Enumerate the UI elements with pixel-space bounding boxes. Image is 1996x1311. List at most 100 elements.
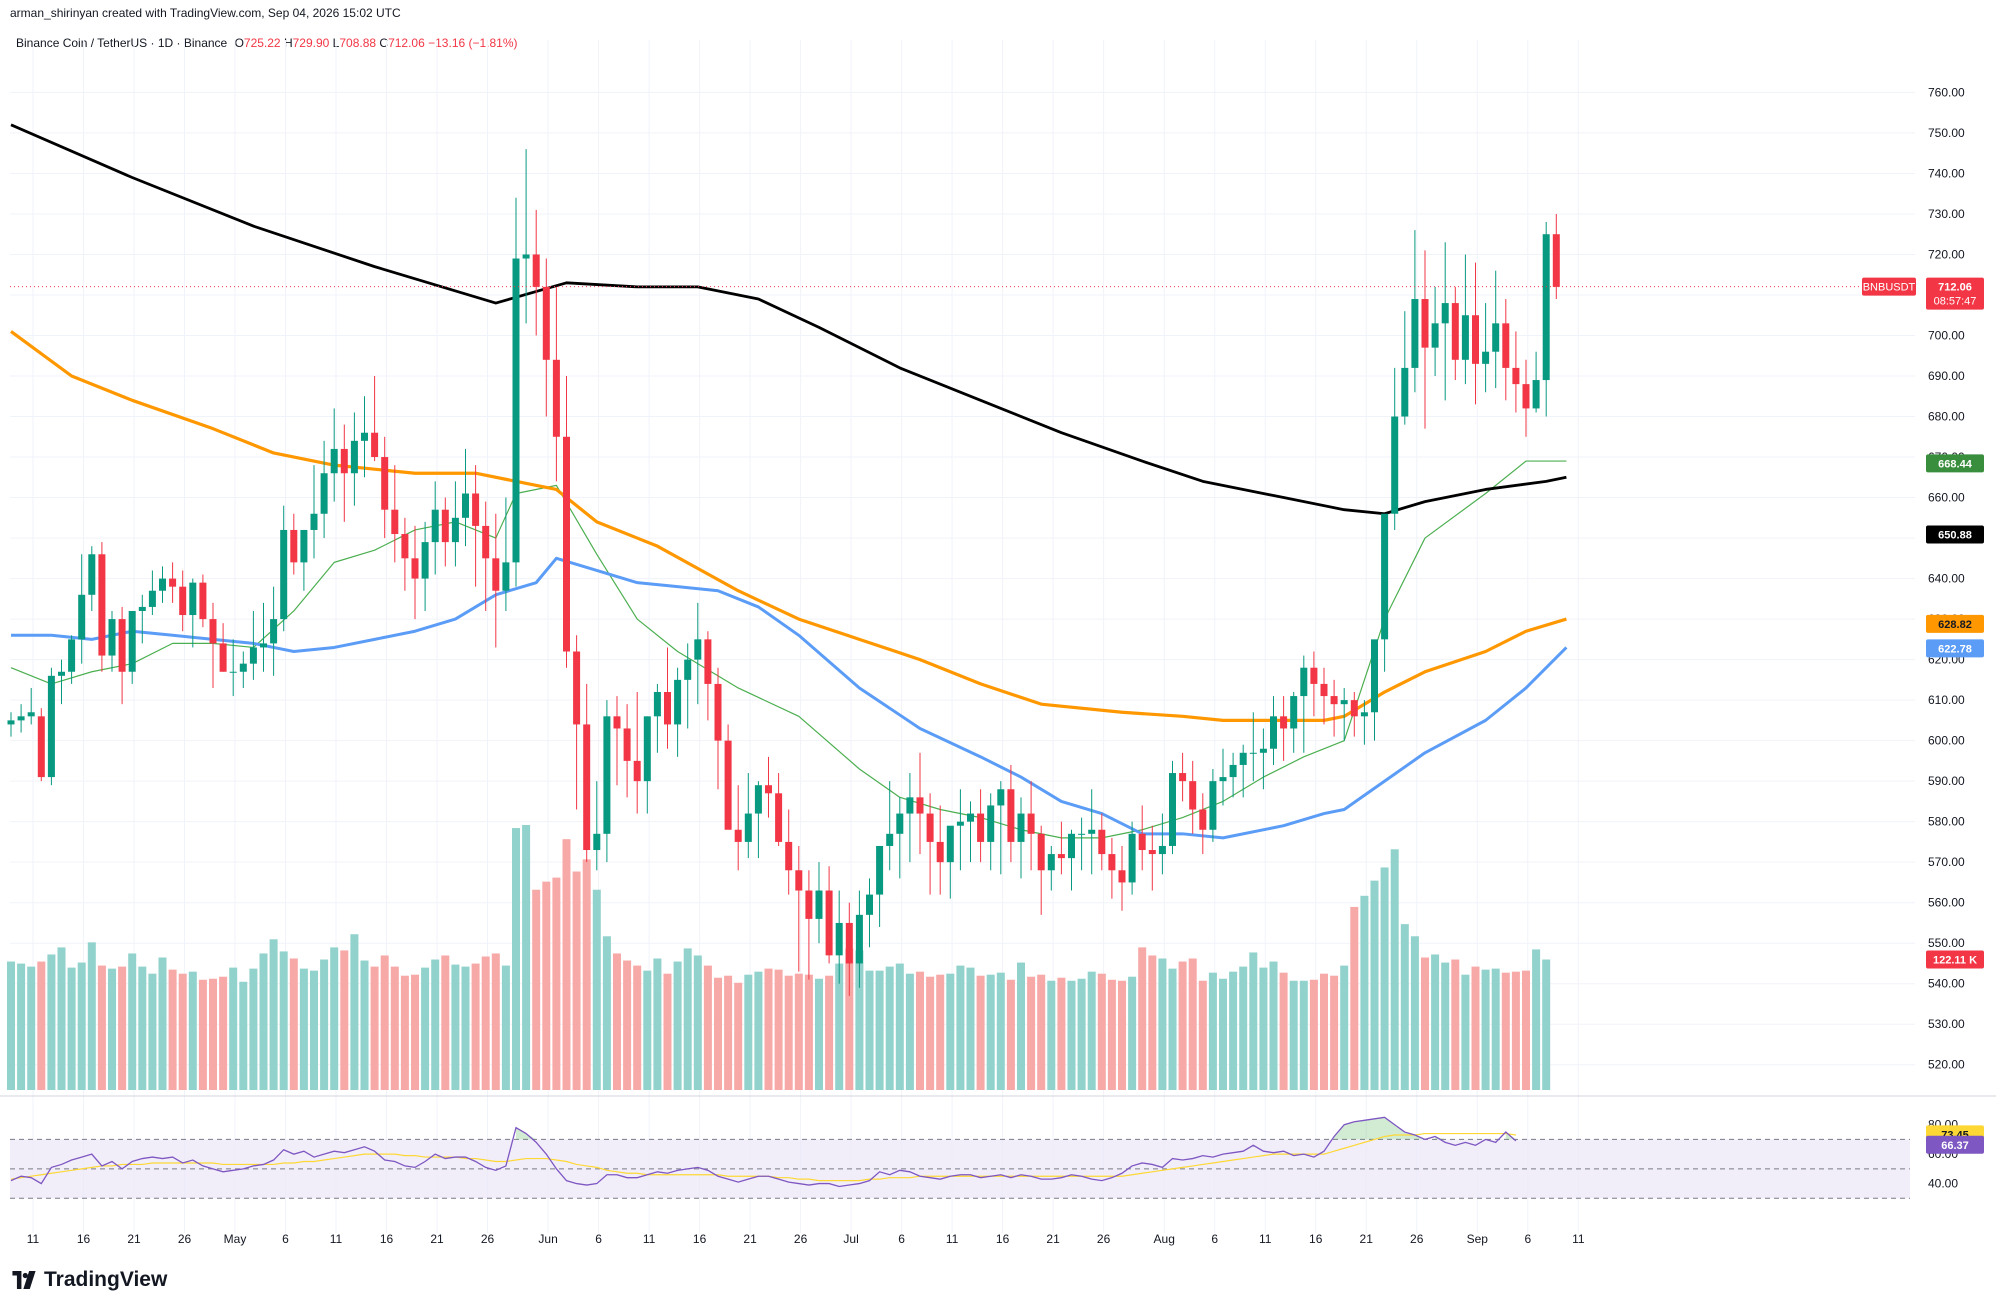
candle-body [674,679,682,725]
volume-bar [815,978,823,1090]
time-tick-label: 21 [127,1232,141,1246]
candle-body [613,716,621,729]
price-tags: BNBUSDT 712.06 08:57:47 668.44 650.88 628.82 6… [1862,277,1984,1154]
volume-bar [724,975,733,1090]
time-tick-label: 6 [595,1232,602,1246]
volume-bar [421,967,430,1090]
chart-attribution: arman_shirinyan created with TradingView… [10,6,401,20]
candle-body [47,675,55,778]
time-tick-label: 11 [1572,1232,1585,1246]
candle-body [522,254,530,259]
time-tick-label: 11 [27,1232,40,1246]
high-value: 729.90 [292,36,330,50]
price-tick-label: 700.00 [1928,328,1965,342]
candle-body [916,797,924,814]
candle-body [159,578,166,591]
volume-bar [1027,976,1036,1090]
candle-body [775,793,783,842]
volume-bar [986,974,995,1090]
candle-body [946,825,954,863]
candle-body [1371,639,1378,713]
volume-bar [774,969,783,1090]
brand-name: TradingView [44,1268,168,1291]
volume-bar [67,967,76,1090]
volume-bar [522,825,531,1090]
volume-bar [936,974,945,1090]
volume-bar [1077,978,1086,1090]
volume-bar [1239,966,1248,1090]
price-tick-label: 530.00 [1928,1017,1965,1031]
volume-bar [1421,957,1429,1090]
candle-body [623,728,631,761]
price-tick-label: 540.00 [1928,977,1965,991]
ma-green-tag-bg [1926,454,1984,473]
tradingview-brand[interactable]: TradingView [10,1268,167,1292]
candle-body [17,716,25,721]
time-tick-label: 26 [178,1232,192,1246]
volume-bar [431,959,440,1090]
volume-bar [1451,959,1460,1090]
candle-body [320,473,328,514]
candle-body [1552,234,1560,287]
volume-bar [37,961,46,1090]
close-label: C [379,36,389,50]
candle-body [381,457,389,510]
candle-body [1158,845,1166,855]
volume-bar [1037,974,1046,1090]
volume-bar [966,967,975,1090]
candlesticks [7,149,1560,996]
candle-body [512,258,520,563]
candle-body [118,619,126,672]
candle-body [1290,696,1298,729]
volume-bar [87,942,96,1090]
volume-bar [330,947,339,1090]
price-tick-label: 690.00 [1928,369,1965,383]
volume-bar [804,974,813,1090]
price-tick-label: 520.00 [1928,1058,1965,1072]
volume-bar [946,973,955,1090]
volume-bar [1138,947,1147,1090]
volume-bar [592,889,601,1090]
candle-body [1280,716,1288,729]
candle-body [785,841,793,871]
price-axis[interactable]: 760.00750.00740.00730.00720.00710.00700.… [1928,85,1965,1190]
moving-averages [10,123,1568,840]
volume-bar [602,936,611,1090]
volume-bar [1229,971,1238,1090]
volume-bar [764,968,773,1090]
volume-bar [512,828,520,1090]
time-tick-label: 26 [1410,1232,1424,1246]
time-tick-label: 26 [1097,1232,1111,1246]
time-axis[interactable]: 11 16 21 26 May 6 11 16 21 26 Jun 6 11 16 21 26 Jul 6 11 16… [27,1232,1585,1246]
volume-bar [17,963,26,1090]
candle-body [1401,367,1409,417]
volume-bar [572,871,581,1090]
volume-bar [754,971,763,1090]
volume-bar [57,947,66,1090]
volume-bars [7,825,1551,1090]
candle-body [1482,351,1490,364]
volume-bar [158,957,167,1090]
volume-bar [1320,973,1328,1090]
volume-bar [976,975,985,1090]
candle-body [441,509,449,543]
volume-bar [996,972,1005,1090]
candle-body [926,813,934,842]
candle-body [1128,833,1136,883]
candle-body [27,712,35,717]
volume-bar [794,973,803,1090]
candle-body [734,829,742,842]
candle-body [1532,380,1540,409]
candle-body [249,647,257,664]
price-tick-label: 760.00 [1928,85,1965,99]
ma-orange-tag-bg [1926,614,1984,633]
volume-bar [926,976,935,1090]
candle-body [1199,809,1207,830]
volume-bar [471,963,480,1090]
price-tick-label: 680.00 [1928,410,1965,424]
candle-body [1320,683,1328,697]
candle-body [1047,854,1055,871]
volume-bar [1431,954,1440,1090]
volume-bar [1380,867,1389,1090]
